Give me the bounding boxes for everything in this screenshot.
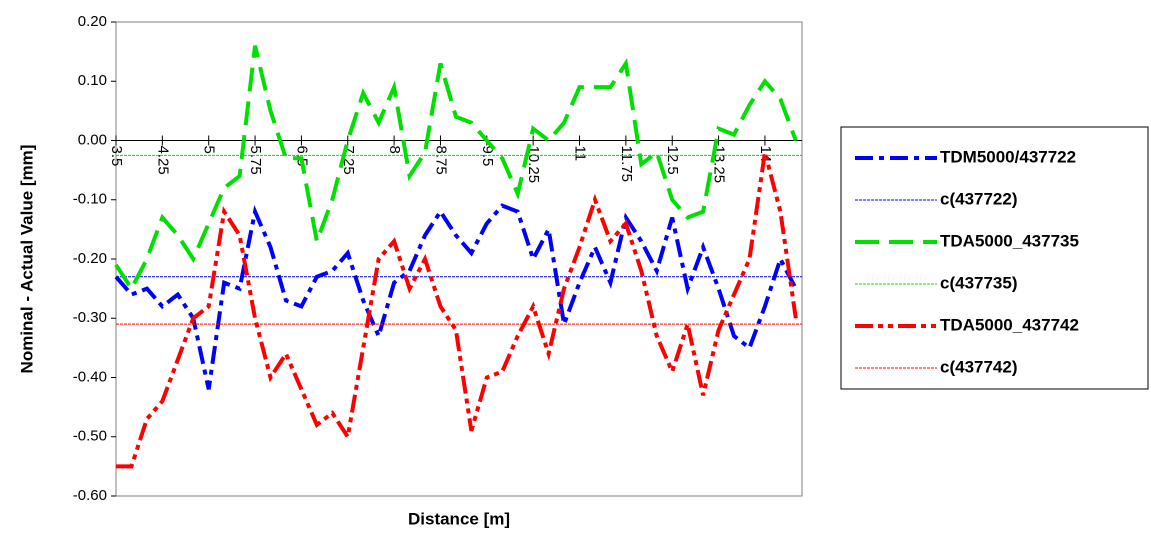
x-tick-label: 5.75 [247, 146, 264, 175]
legend-label: TDA5000_437742 [940, 315, 1079, 334]
x-tick-label: 8.75 [432, 146, 449, 175]
y-tick-label: -0.20 [73, 250, 107, 267]
x-tick-label: 9.5 [479, 146, 496, 167]
series-line [114, 203, 798, 390]
y-tick-label: -0.10 [73, 191, 107, 208]
legend-label: c(437722) [940, 189, 1018, 208]
y-tick-label: -0.30 [73, 309, 107, 326]
x-tick-label: 5 [201, 146, 218, 154]
y-tick-label: 0.00 [78, 131, 107, 148]
x-tick-label: 14 [757, 146, 774, 163]
x-tick-label: 8 [386, 146, 403, 154]
x-tick-label: 12.5 [664, 146, 681, 175]
y-tick-label: 0.10 [78, 72, 107, 89]
x-tick-label: 6.5 [293, 146, 310, 167]
y-tick-label: -0.50 [73, 428, 107, 445]
x-tick-label: 11.75 [618, 146, 635, 182]
y-tick-label: -0.60 [73, 487, 107, 504]
legend-label: TDA5000_437735 [940, 231, 1079, 250]
y-tick-label: 0.20 [78, 13, 107, 30]
x-tick-label: 11 [572, 146, 589, 162]
legend-box [840, 126, 1149, 390]
x-tick-label: 3.5 [108, 146, 125, 167]
y-tick-label: -0.40 [73, 368, 107, 385]
legend-label: c(437735) [940, 273, 1018, 292]
legend-label: c(437742) [940, 357, 1018, 376]
x-tick-label: 4.25 [154, 146, 171, 175]
legend-label: TDM5000/437722 [940, 147, 1076, 166]
series-line [114, 45, 798, 293]
x-axis-title: Distance [m] [408, 509, 510, 528]
y-axis-title: Nominal - Actual Value [mm] [17, 145, 36, 374]
series-line [116, 151, 798, 469]
